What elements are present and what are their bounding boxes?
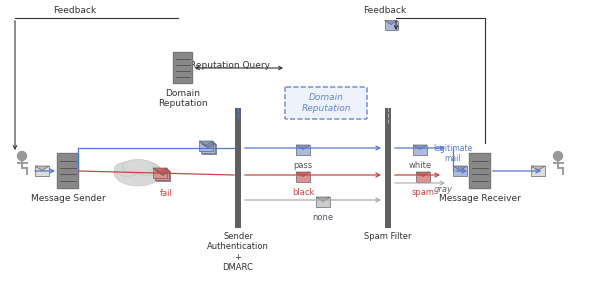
Bar <box>235 108 241 228</box>
Bar <box>453 166 467 176</box>
Bar <box>385 21 398 29</box>
Polygon shape <box>200 142 215 147</box>
Bar <box>35 166 49 176</box>
Text: pass: pass <box>293 161 313 170</box>
Bar <box>385 108 391 228</box>
Text: fail: fail <box>160 189 172 198</box>
Bar <box>153 168 167 178</box>
FancyBboxPatch shape <box>173 52 193 84</box>
Text: Feedback: Feedback <box>364 6 407 15</box>
Text: Sender
Authentication
+
DMARC: Sender Authentication + DMARC <box>207 232 269 272</box>
Polygon shape <box>531 166 545 171</box>
Ellipse shape <box>114 160 162 186</box>
FancyBboxPatch shape <box>57 153 79 189</box>
Text: Reputation Query: Reputation Query <box>190 62 270 71</box>
Circle shape <box>17 151 26 160</box>
Polygon shape <box>153 168 167 173</box>
Ellipse shape <box>136 163 160 176</box>
Text: black: black <box>292 188 314 197</box>
Text: Domain
Reputation: Domain Reputation <box>158 89 208 108</box>
Text: spam: spam <box>412 188 434 197</box>
Bar <box>155 170 169 179</box>
Polygon shape <box>413 145 427 149</box>
Polygon shape <box>296 172 310 177</box>
FancyBboxPatch shape <box>469 153 491 189</box>
Text: Spam Filter: Spam Filter <box>364 232 412 241</box>
Text: Message Sender: Message Sender <box>31 194 106 203</box>
Bar <box>413 145 427 155</box>
Ellipse shape <box>122 159 154 174</box>
Bar <box>200 142 215 153</box>
Text: white: white <box>409 161 431 170</box>
Text: Domain
Reputation: Domain Reputation <box>301 93 351 113</box>
Text: Message Receiver: Message Receiver <box>439 194 521 203</box>
Bar <box>156 171 170 181</box>
Text: gray: gray <box>433 185 452 194</box>
Polygon shape <box>156 171 170 175</box>
Polygon shape <box>316 197 330 201</box>
Polygon shape <box>202 144 216 149</box>
Bar <box>416 172 430 182</box>
Text: none: none <box>313 213 334 222</box>
Bar <box>531 166 545 176</box>
Ellipse shape <box>114 162 140 176</box>
Text: legitimate
mail: legitimate mail <box>433 144 473 163</box>
Polygon shape <box>385 21 398 25</box>
Bar <box>316 197 330 207</box>
Bar <box>199 141 213 151</box>
Polygon shape <box>155 170 169 174</box>
Polygon shape <box>453 166 467 171</box>
FancyBboxPatch shape <box>285 87 367 119</box>
Polygon shape <box>296 145 310 149</box>
Polygon shape <box>35 166 49 171</box>
Bar <box>296 145 310 155</box>
Bar <box>296 172 310 182</box>
Polygon shape <box>416 172 430 177</box>
Text: Feedback: Feedback <box>53 6 97 15</box>
Circle shape <box>554 151 563 160</box>
Bar <box>202 144 216 154</box>
Polygon shape <box>199 141 213 145</box>
